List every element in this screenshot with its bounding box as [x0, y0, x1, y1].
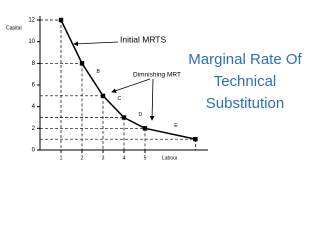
segment-label: D: [139, 112, 143, 118]
y-tick-label: 6: [32, 83, 36, 89]
point: [79, 61, 85, 66]
background: [0, 0, 320, 180]
x-axis-label: Labour: [162, 155, 178, 161]
y-tick-label: 2: [32, 126, 36, 132]
segment-label: B: [97, 69, 101, 75]
point: [142, 126, 148, 131]
y-tick-label: 4: [32, 104, 36, 110]
isoquant: [60, 19, 196, 140]
point: [100, 93, 106, 99]
segment-label: C: [118, 96, 122, 102]
y-tick-label: 10: [28, 39, 35, 45]
chart-title: Technical: [214, 73, 277, 90]
y-axis-label: Capital: [6, 25, 22, 31]
x-tick-label: 3: [102, 155, 105, 161]
x-tick-label: 1: [60, 155, 63, 161]
x-tick-label: 5: [144, 155, 147, 161]
y-tick-label: 0: [32, 148, 36, 154]
point: [121, 115, 127, 120]
x-tick-label: 2: [81, 155, 84, 161]
chart-title: Substitution: [206, 95, 284, 112]
annotation: Dimnishing MRT: [133, 72, 181, 79]
arrow: [149, 78, 155, 121]
point: [193, 136, 198, 142]
arrow: [111, 78, 151, 93]
x-tick-label: 4: [123, 155, 126, 161]
arrow: [73, 41, 119, 47]
segment-label: E: [174, 123, 178, 129]
point: [58, 17, 64, 23]
y-tick-label: 8: [32, 61, 36, 67]
chart-title: Marginal Rate Of: [188, 51, 302, 68]
y-tick-label: 12: [28, 18, 35, 24]
annotation: Initial MRTS: [120, 34, 166, 44]
